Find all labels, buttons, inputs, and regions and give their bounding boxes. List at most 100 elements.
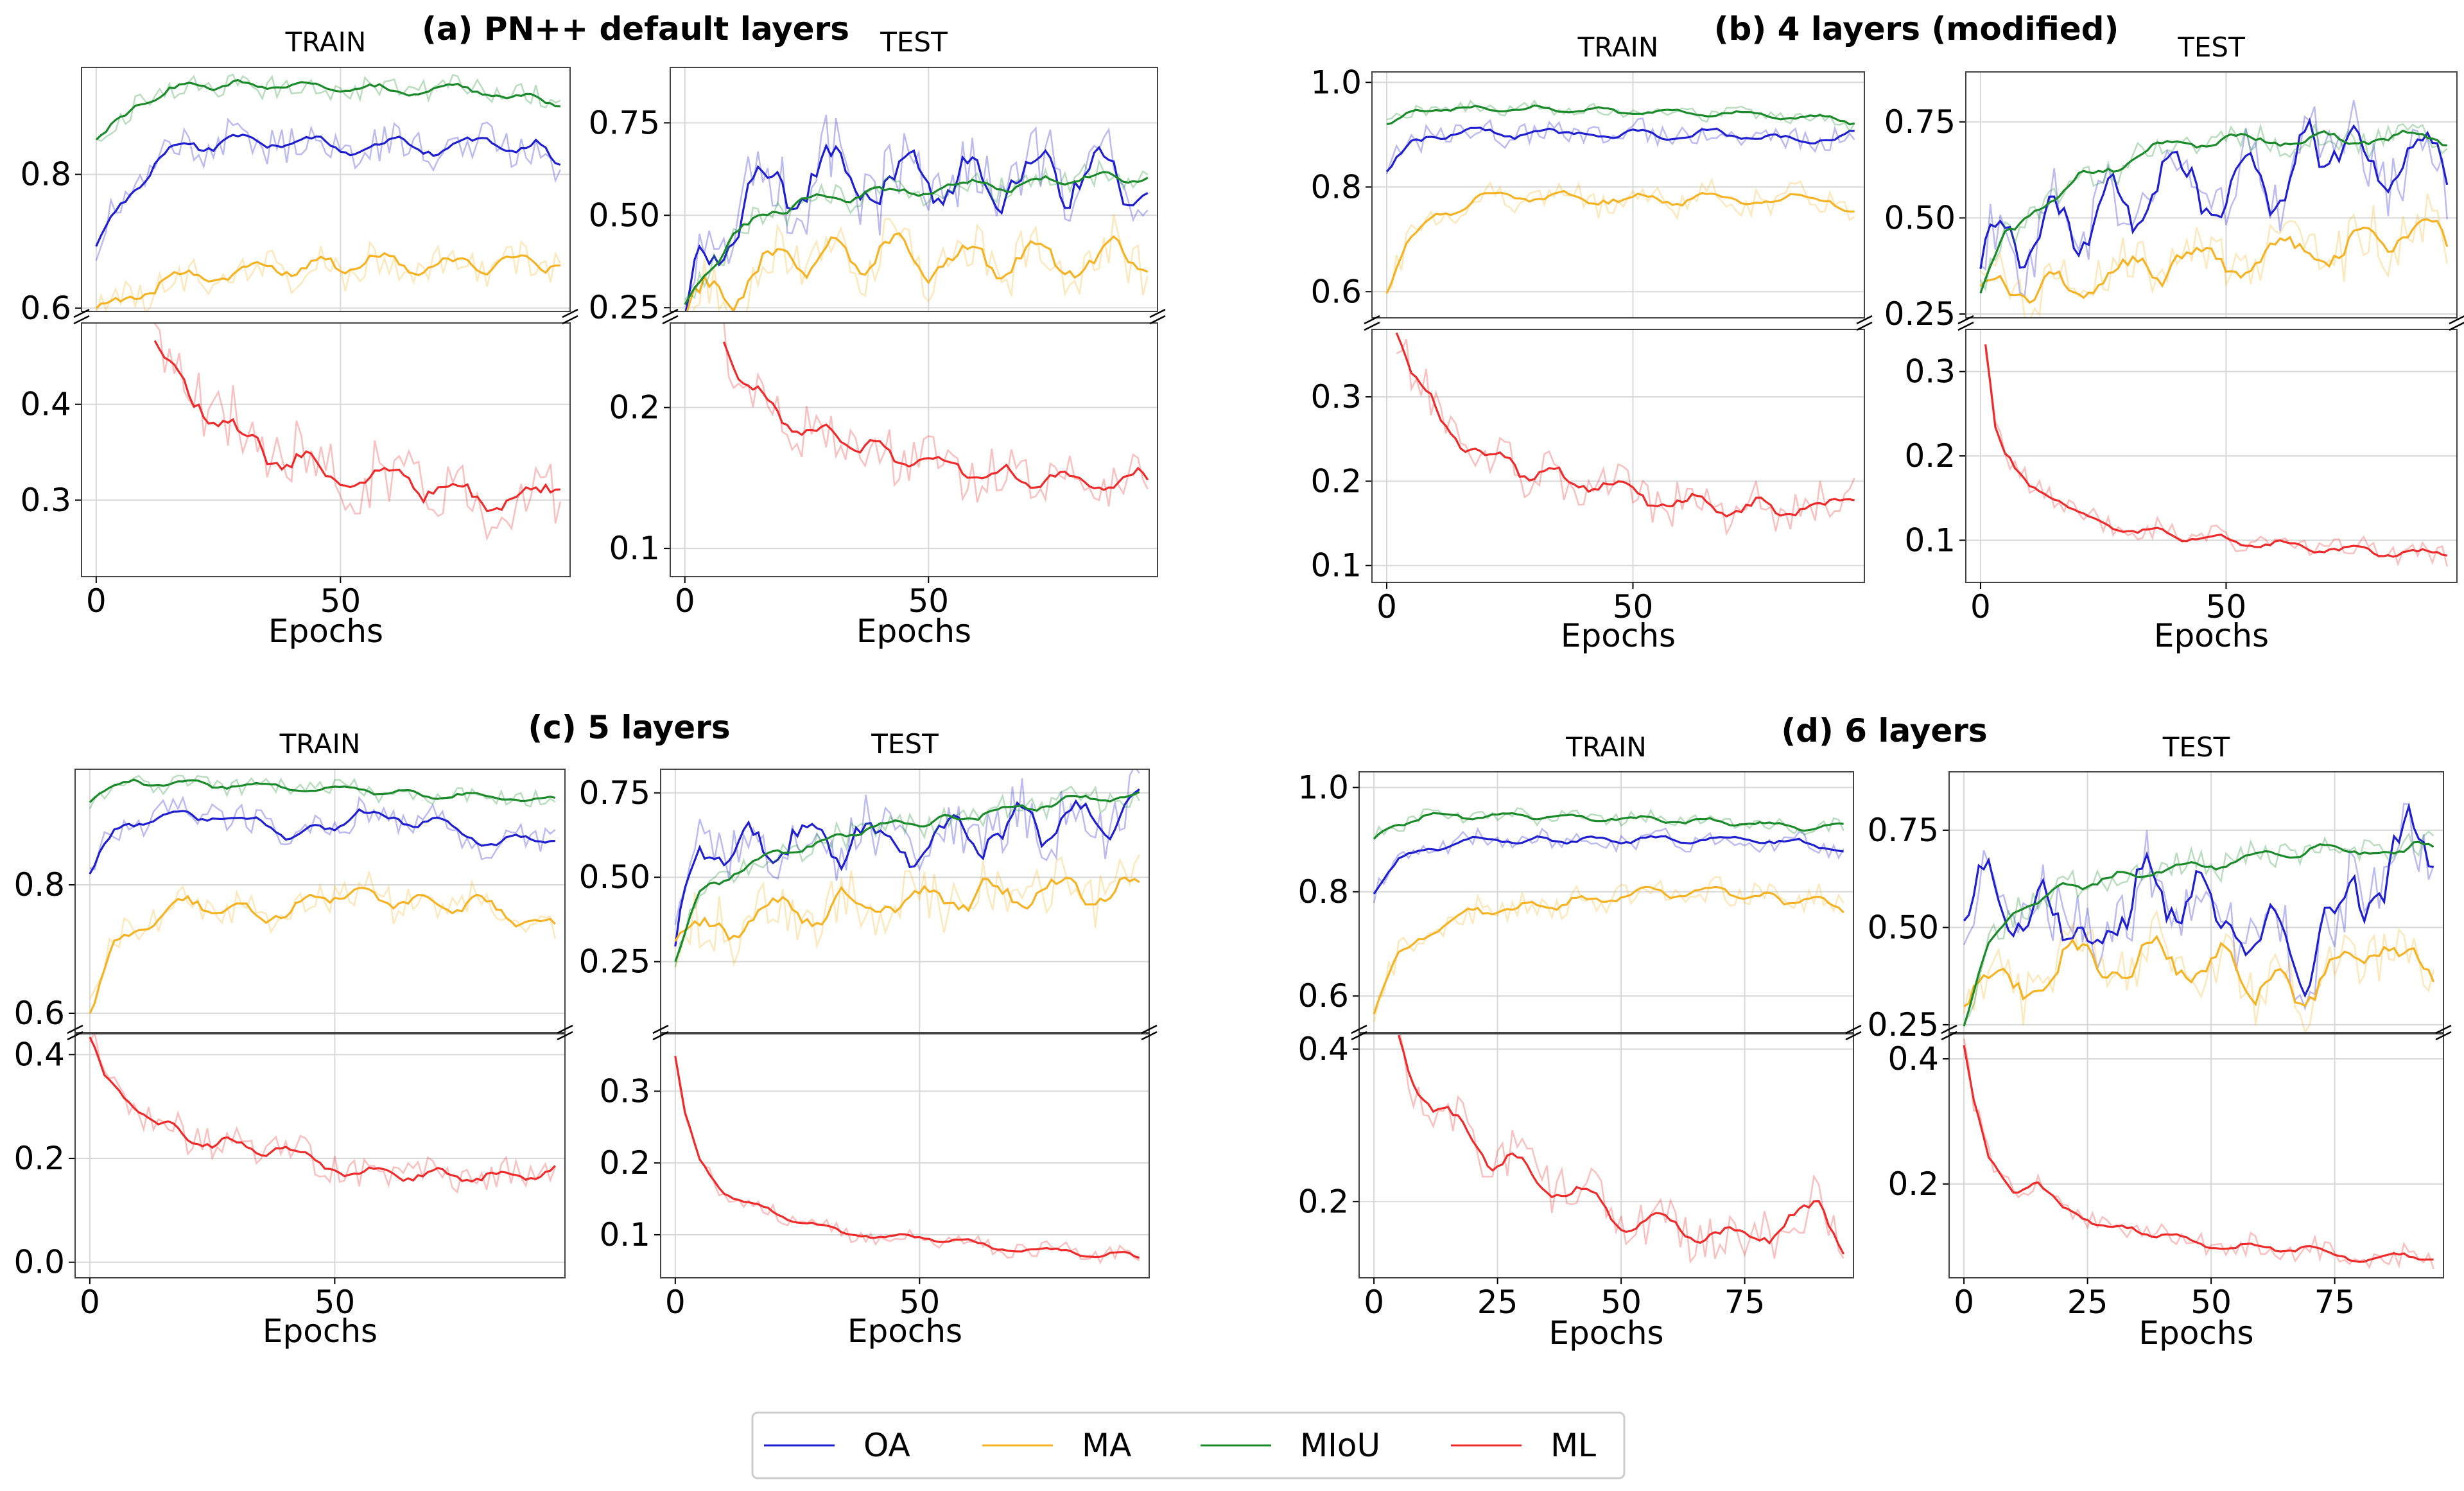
subplot-title: TEST <box>880 26 948 58</box>
series-group-bottom <box>153 323 562 541</box>
ytick-label-top-0: 0.6 <box>13 995 65 1032</box>
ytick-label-top-2: 0.75 <box>1884 103 1956 141</box>
break-mark-left-b <box>73 315 90 325</box>
series-raw-ml <box>1984 351 2448 567</box>
subplot-0-0: 0.6 0.8 0.3 0.4 0 50 TRAIN Epochs <box>20 26 578 650</box>
ytick-label-bottom-1: 0.4 <box>1887 1040 1939 1077</box>
break-mark-left-a <box>1957 315 1974 325</box>
series-raw-miou <box>684 159 1149 301</box>
series-raw-ml <box>154 323 562 541</box>
series-line-oa <box>674 788 1140 947</box>
ytick-label-top-0: 0.6 <box>1310 273 1362 310</box>
plots-layer: 0.60.80.30.40 50TRAINEpochs0.250.500.750.… <box>13 26 2464 1352</box>
axes-frame-top <box>1358 771 1854 1033</box>
ytick-label-bottom-0: 0.3 <box>20 482 71 519</box>
legend-entry-ml: ML <box>1451 1427 1596 1464</box>
ytick-label-bottom-2: 0.4 <box>13 1036 65 1073</box>
axes-frame-top <box>1965 71 2458 318</box>
xtick-label-1: 50 <box>320 582 361 620</box>
series-raw-oa <box>1373 826 1844 903</box>
axes-frame-top <box>1371 71 1865 318</box>
series-line-ml <box>674 1056 1140 1259</box>
break-mark-left-a <box>73 308 90 318</box>
ytick-label-top-0: 0.25 <box>1868 1006 1939 1043</box>
axes-frame-bottom <box>1965 329 2458 583</box>
break-mark-right-a <box>1141 1024 1158 1034</box>
axes-top-bg <box>670 67 1158 311</box>
x-axis-label: Epochs <box>268 613 383 650</box>
ytick-label-top-1: 0.8 <box>1297 873 1349 911</box>
ytick-label-bottom-0: 0.2 <box>1297 1183 1349 1220</box>
ytick-label-bottom-2: 0.3 <box>1904 353 1956 390</box>
xtick-label-0: 0 <box>1364 1284 1384 1321</box>
ytick-label-top-0: 0.25 <box>579 943 650 981</box>
series-line-miou <box>1386 104 1855 126</box>
ytick-label-bottom-1: 0.2 <box>13 1140 65 1177</box>
break-mark-left-b <box>1957 321 1974 331</box>
break-mark-left-b <box>652 1031 669 1041</box>
series-raw-miou <box>89 774 556 809</box>
series-raw-ml <box>723 323 1149 507</box>
series-line-oa <box>1385 126 1855 173</box>
xtick-label-1: 50 <box>315 1284 356 1321</box>
subplot-title: TEST <box>2177 31 2245 63</box>
series-raw-ma <box>693 214 1149 311</box>
series-line-ma <box>95 252 560 310</box>
xtick-label-0: 0 <box>80 1284 100 1321</box>
series-line-miou <box>1979 129 2447 294</box>
axes-frame-bottom <box>660 1033 1150 1278</box>
series-raw-oa <box>95 118 561 261</box>
ytick-label-top-1: 0.50 <box>1884 199 1956 236</box>
x-axis-label: Epochs <box>263 1312 377 1350</box>
series-group-top <box>1979 100 2449 318</box>
series-group-bottom <box>1963 1038 2434 1269</box>
series-line-ml <box>1395 332 1855 518</box>
xtick-label-2: 50 <box>2191 1284 2232 1321</box>
ytick-label-bottom-1: 0.2 <box>609 389 660 426</box>
x-axis-label: Epochs <box>1549 1314 1663 1352</box>
break-mark-right-a <box>1149 308 1166 318</box>
subplot-2-1: 0.25 0.50 0.75 0.1 0.2 0.3 0 50 TEST Epochs <box>579 728 1158 1350</box>
series-group-bottom <box>1395 332 1855 537</box>
legend-label-miou: MIoU <box>1300 1427 1380 1464</box>
xtick-label-0: 0 <box>1376 588 1397 625</box>
break-mark-right-b <box>2449 322 2464 331</box>
series-line-ma <box>1963 934 2435 1007</box>
axes-top-bg <box>1949 772 2443 1033</box>
ytick-label-bottom-0: 0.1 <box>609 530 660 567</box>
subplot-title: TEST <box>2162 731 2230 763</box>
series-line-miou <box>674 790 1140 963</box>
series-raw-ml <box>89 1034 556 1194</box>
axes-bottom-bg <box>1372 329 1864 582</box>
axes-frame-top <box>74 769 566 1033</box>
series-line-ma <box>1373 885 1844 1015</box>
ytick-label-top-1: 0.8 <box>13 866 65 903</box>
xtick-label-2: 50 <box>1601 1284 1642 1321</box>
ytick-label-top-1: 0.8 <box>1310 168 1362 205</box>
xtick-label-0: 0 <box>86 582 107 620</box>
ytick-label-bottom-2: 0.3 <box>599 1072 650 1110</box>
break-mark-right-b <box>562 315 578 325</box>
subplot-3-0: 0.6 0.8 1.0 0.2 0.4 0 25 50 75 TRAIN Epochs <box>1297 731 1862 1352</box>
series-raw-oa <box>89 795 556 871</box>
subplot-2-0: 0.6 0.8 0.0 0.2 0.4 0 50 TRAIN Epochs <box>13 728 573 1350</box>
ytick-label-bottom-1: 0.2 <box>1904 437 1956 475</box>
break-mark-right-b <box>1149 315 1166 325</box>
axes-frame-top <box>81 67 571 312</box>
series-group-top <box>95 73 561 311</box>
ytick-label-bottom-0: 0.1 <box>1904 521 1956 559</box>
break-mark-left-a <box>1351 1024 1367 1034</box>
series-line-ma <box>1385 189 1855 294</box>
xtick-label-3: 75 <box>2314 1284 2356 1321</box>
series-raw-oa <box>1963 803 2434 1011</box>
axis-break-gap <box>80 312 572 322</box>
subplot-title: TRAIN <box>279 728 361 760</box>
series-group-top <box>1385 99 1855 294</box>
series-raw-ma <box>1373 876 1844 1022</box>
break-mark-left-b <box>1941 1031 1957 1041</box>
break-mark-left-b <box>67 1031 83 1041</box>
break-mark-left-a <box>1364 315 1380 325</box>
axes-bottom-bg <box>661 1034 1149 1278</box>
ytick-label-top-2: 1.0 <box>1297 769 1349 806</box>
xtick-label-3: 75 <box>1724 1284 1766 1321</box>
